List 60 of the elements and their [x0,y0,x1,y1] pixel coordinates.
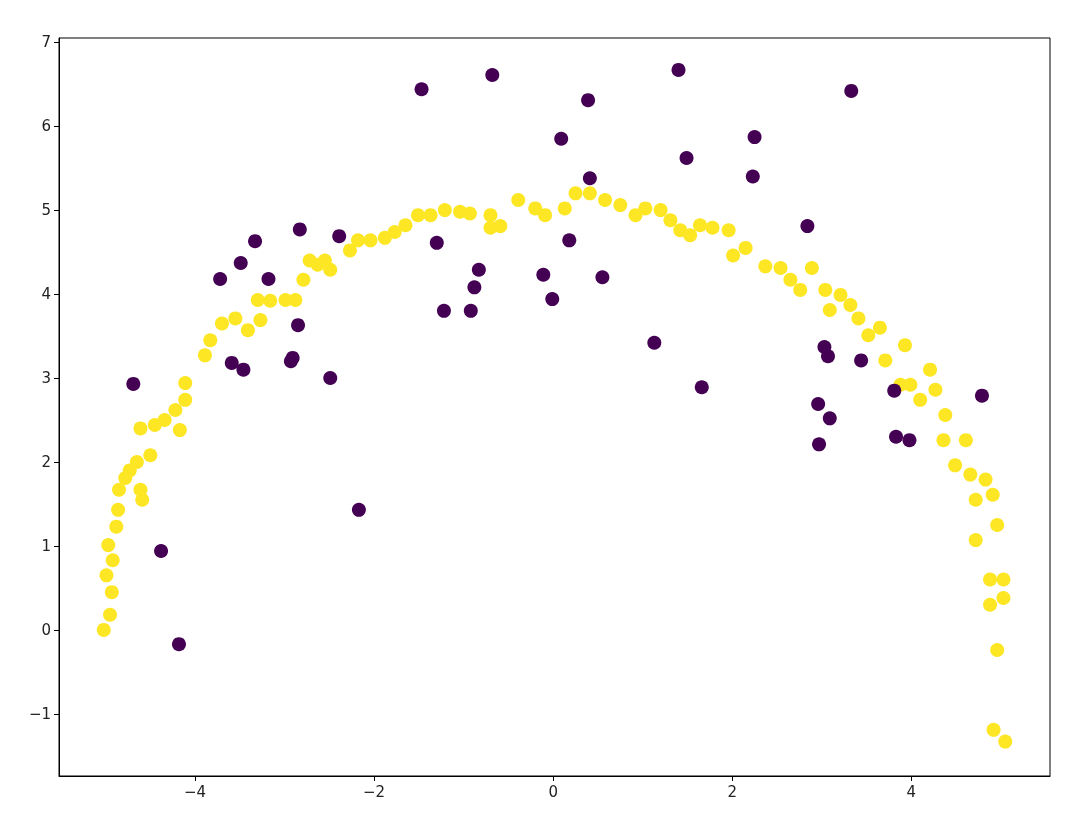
x-tick-label: −2 [363,782,386,801]
y-tick-label: 3 [41,369,51,388]
x-tick-label: 0 [548,782,558,801]
y-tick-label: 1 [41,536,51,555]
y-tick-label: 7 [41,33,51,52]
point [595,270,610,285]
y-tick-label: 6 [41,117,51,136]
point [291,318,306,333]
point [536,267,551,282]
point [126,376,141,391]
y-tick-label: 0 [41,620,51,639]
y-tick-label: 5 [41,201,51,220]
point [747,130,762,145]
point [887,383,902,398]
x-tick-label: 2 [727,782,737,801]
point [822,411,837,426]
point [429,235,444,250]
point [436,303,451,318]
point [811,397,826,412]
point [694,380,709,395]
point [647,335,662,350]
point [671,62,686,77]
point [902,433,917,448]
point [414,82,429,97]
point [213,271,228,286]
point [854,353,869,368]
y-tick-label: −1 [28,704,51,723]
point [554,131,569,146]
point [171,637,186,652]
point [889,429,904,444]
y-tick-label: 2 [41,452,51,471]
x-tick-label: 4 [906,782,917,801]
point [844,83,859,98]
point [745,169,760,184]
point [485,67,500,82]
point [821,349,835,364]
point [233,256,248,271]
y-tick-label: 4 [41,285,51,304]
point [236,362,251,377]
point [283,354,298,369]
point [154,543,169,558]
point [292,222,307,237]
point [974,388,989,403]
point [248,234,263,249]
point [467,280,482,295]
point [679,151,694,166]
point [351,502,366,517]
point [332,229,347,244]
point [545,292,560,307]
point [463,303,478,318]
point [800,219,815,234]
point [471,262,486,277]
point [323,371,338,386]
point [581,93,596,108]
point [224,355,239,370]
point [812,437,827,452]
point [261,271,276,286]
x-tick-label: −4 [184,782,207,801]
point [562,233,577,248]
point [582,171,597,186]
